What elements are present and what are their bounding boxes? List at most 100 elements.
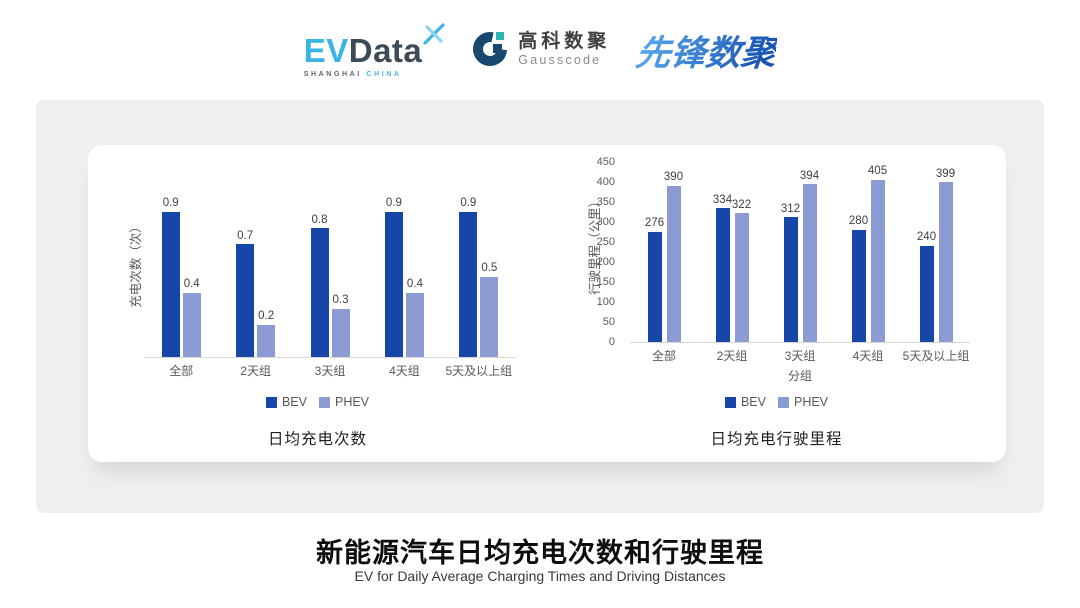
value-label: 399 [935,167,956,180]
bar-phev: 399 [935,167,956,342]
category-label: 5天及以上组 [445,364,513,378]
category-label: 3天组 [314,364,346,378]
bar-phev: 0.4 [405,277,424,357]
value-label: 390 [663,171,684,184]
bar [802,184,817,342]
gausscode-cn: 高科数聚 [518,31,611,53]
bar [310,228,329,357]
category-label: 4天组 [852,349,884,363]
plot-area: 0.9 0.4 0.7 0.2 0.8 0.3 0.9 0.4 0.9 0.5 [144,170,516,358]
charts-panel: 充电次数（次） 0.9 0.4 0.7 0.2 0.8 0.3 0.9 0.4 0.9 0.5 全… [36,100,1044,513]
bar-phev: 405 [867,165,888,342]
category-label: 全部 [169,364,194,378]
y-tick-label: 400 [596,176,615,188]
bar-bev: 240 [917,231,936,342]
x-axis-label: 分组 [787,369,812,383]
evdata-ev-text: EV [303,31,349,69]
bar-bev: 312 [781,203,800,342]
y-axis-label: 充电次数（次） [129,220,143,308]
category-label: 4天组 [389,364,420,378]
bar-group: 0.8 0.3 [293,170,367,357]
value-label: 0.3 [332,294,349,307]
gausscode-en: Gausscode [518,53,602,68]
chart-title: 日均充电次数 [267,431,367,448]
bar-phev: 0.4 [182,277,201,357]
bar [236,244,255,357]
y-axis-ticks: 0 50 100 150 200 250 300 350 400 450 [547,147,619,348]
bar-group: 312 394 [766,147,834,342]
bar [851,230,866,342]
value-label: 394 [799,169,820,182]
poster-title: 新能源汽车日均充电次数和行驶里程 [316,538,764,568]
legend-label: PHEV [334,395,370,409]
value-label: 0.4 [183,277,200,290]
evdata-sub-china: CHINA [366,70,402,78]
value-label: 0.5 [481,261,498,274]
value-label: 322 [731,198,752,211]
value-label: 0.9 [385,197,402,210]
y-tick-label: 250 [596,236,615,248]
bar [331,308,350,357]
chart-title: 日均充电行驶里程 [710,431,843,448]
value-label: 0.9 [460,197,477,210]
xianfeng-logo: 先锋数聚 [634,25,779,76]
x-axis-categories: 全部 2天组 3天组 4天组 5天及以上组 [144,362,516,379]
bar [405,292,424,357]
bar-bev: 0.8 [310,213,329,357]
category-label: 2天组 [716,349,748,363]
legend-swatch-icon [318,396,330,408]
value-label: 0.4 [406,277,423,290]
bar [938,182,953,342]
y-tick-label: 150 [596,276,615,288]
plot-area: 276 390 334 322 312 394 280 405 240 399 [630,147,970,343]
y-tick-label: 350 [596,196,615,208]
bar [257,324,276,357]
bar-group: 280 405 [834,147,902,342]
legend-item-bev: BEV [724,395,766,409]
gausscode-g-icon [471,29,509,72]
value-label: 405 [867,165,888,178]
bar-phev: 0.3 [331,294,350,357]
bar-phev: 390 [663,171,684,342]
evdata-subtitle: SHANGHAI CHINA [304,71,402,78]
x-axis-categories: 全部 2天组 3天组 4天组 5天及以上组 [630,347,970,364]
bar-bev: 0.9 [459,197,478,357]
value-label: 0.9 [162,197,179,210]
bar [182,292,201,357]
y-tick-label: 300 [596,216,615,228]
legend-label: BEV [281,395,307,409]
legend-swatch-icon [777,396,789,408]
bar-bev: 280 [848,215,869,342]
bar [919,246,934,342]
bar-bev: 334 [713,194,732,342]
poster-subtitle: EV for Daily Average Charging Times and … [354,568,726,584]
bar-group: 334 322 [698,147,766,342]
evdata-wordmark: EV Data [303,22,446,69]
value-label: 0.8 [311,213,328,226]
bar [480,276,499,357]
legend-swatch-icon [265,396,277,408]
value-label: 280 [848,215,869,228]
category-label: 5天及以上组 [902,349,970,363]
legend-label: BEV [740,395,766,409]
legend-label: PHEV [793,395,829,409]
evdata-logo: EV Data SHANGHAI CHINA [303,22,446,78]
legend-item-phev: PHEV [777,395,829,409]
bar-group: 0.9 0.4 [367,170,441,357]
bar-group: 0.9 0.5 [442,170,516,357]
bar [870,180,885,342]
legend: BEV PHEV [88,395,547,409]
chart-daily-driving-distance: 行驶里程（公里） 0 50 100 150 200 250 300 350 400 450 276… [547,145,1006,462]
bar-phev: 394 [799,169,820,342]
bar [384,212,403,357]
bar-group: 0.9 0.4 [144,170,218,357]
bar [666,186,681,342]
bar-phev: 0.2 [257,310,276,357]
y-tick-label: 200 [596,256,615,268]
bar-bev: 0.9 [384,197,403,357]
gausscode-text: 高科数聚 Gausscode [518,31,611,68]
gausscode-logo: 高科数聚 Gausscode [471,29,610,72]
bar [459,212,478,357]
evdata-sub-shanghai: SHANGHAI [303,70,362,78]
